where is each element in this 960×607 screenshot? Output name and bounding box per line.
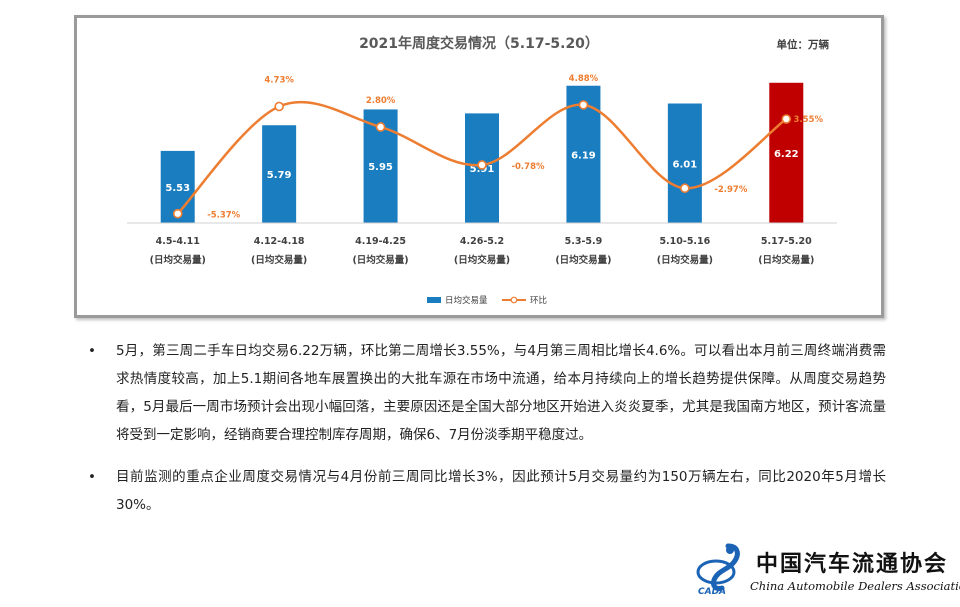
line-point	[782, 115, 790, 123]
line-value-label: -2.97%	[714, 185, 747, 195]
bullet: •	[88, 463, 96, 491]
line-point	[275, 102, 283, 110]
x-tick-sublabel: (日均交易量)	[251, 254, 307, 266]
weekly-trading-chart: 2021年周度交易情况（5.17-5.20） 单位：万辆 5.53 5.79 5.9…	[77, 18, 881, 315]
cada-logo: CADA 中国汽车流通协会 China Automobile Dealers A…	[694, 540, 958, 604]
line-point	[579, 101, 587, 109]
legend-line-marker	[511, 297, 517, 303]
x-tick-sublabel: (日均交易量)	[657, 254, 713, 266]
bars-layer: 5.535.795.955.916.196.016.22	[161, 83, 804, 223]
paragraph-text: 5月，第三周二手车日均交易6.22万辆，环比第二周增长3.55%，与4月第三周相…	[116, 343, 886, 443]
bar-value-label: 5.95	[368, 162, 393, 173]
logo-abbr: CADA	[698, 587, 726, 597]
x-tick-label: 5.3-5.9	[565, 236, 603, 247]
org-name-cn: 中国汽车流通协会	[756, 546, 948, 578]
line-value-label: -5.37%	[207, 211, 240, 221]
bar-value-label: 6.01	[673, 159, 698, 170]
x-tick-label: 5.10-5.16	[659, 236, 710, 247]
line-value-label: -0.78%	[511, 162, 544, 172]
unit-label: 单位：万辆	[777, 38, 830, 51]
line-value-label: 4.73%	[264, 75, 294, 85]
bar-value-label: 5.53	[165, 183, 190, 194]
x-tick-label: 4.5-4.11	[156, 236, 200, 247]
x-tick-label: 5.17-5.20	[761, 236, 812, 247]
x-tick-sublabel: (日均交易量)	[555, 254, 611, 266]
chart-panel: 2021年周度交易情况（5.17-5.20） 单位：万辆 5.53 5.79 5.9…	[74, 15, 884, 318]
org-name-en: China Automobile Dealers Association	[750, 579, 960, 593]
legend-line-label: 环比	[530, 295, 547, 306]
legend: 日均交易量 环比	[427, 295, 547, 306]
commentary: • 5月，第三周二手车日均交易6.22万辆，环比第二周增长3.55%，与4月第三…	[86, 337, 886, 533]
x-tick-sublabel: (日均交易量)	[150, 254, 206, 266]
x-tick-sublabel: (日均交易量)	[454, 254, 510, 266]
x-tick-label: 4.12-4.18	[254, 236, 305, 247]
legend-bar-swatch	[427, 297, 441, 303]
legend-bar-label: 日均交易量	[445, 295, 488, 306]
x-tick-label: 4.19-4.25	[355, 236, 406, 247]
line-value-label: 2.80%	[366, 96, 396, 106]
chart-title: 2021年周度交易情况（5.17-5.20）	[359, 35, 599, 52]
line-point	[478, 161, 486, 169]
line-value-label: 3.55%	[794, 115, 824, 125]
bar-value-label: 6.19	[571, 150, 596, 161]
line-point	[681, 184, 689, 192]
line-point	[377, 123, 385, 131]
paragraph-1: • 5月，第三周二手车日均交易6.22万辆，环比第二周增长3.55%，与4月第三…	[86, 337, 886, 449]
bullet: •	[88, 337, 96, 365]
line-point	[174, 210, 182, 218]
x-tick-sublabel: (日均交易量)	[758, 254, 814, 266]
x-tick-labels: 4.5-4.11 (日均交易量) 4.12-4.18 (日均交易量) 4.19-4.25…	[150, 236, 815, 266]
paragraph-text: 目前监测的重点企业周度交易情况与4月份前三周同比增长3%，因此预计5月交易量约为…	[116, 469, 886, 513]
line-value-label: 4.88%	[569, 74, 599, 84]
bar-value-label: 5.79	[267, 170, 292, 181]
paragraph-2: • 目前监测的重点企业周度交易情况与4月份前三周同比增长3%，因此预计5月交易量…	[86, 463, 886, 519]
x-tick-sublabel: (日均交易量)	[352, 254, 408, 266]
bar-value-label: 6.22	[774, 149, 799, 160]
x-tick-label: 4.26-5.2	[460, 236, 504, 247]
